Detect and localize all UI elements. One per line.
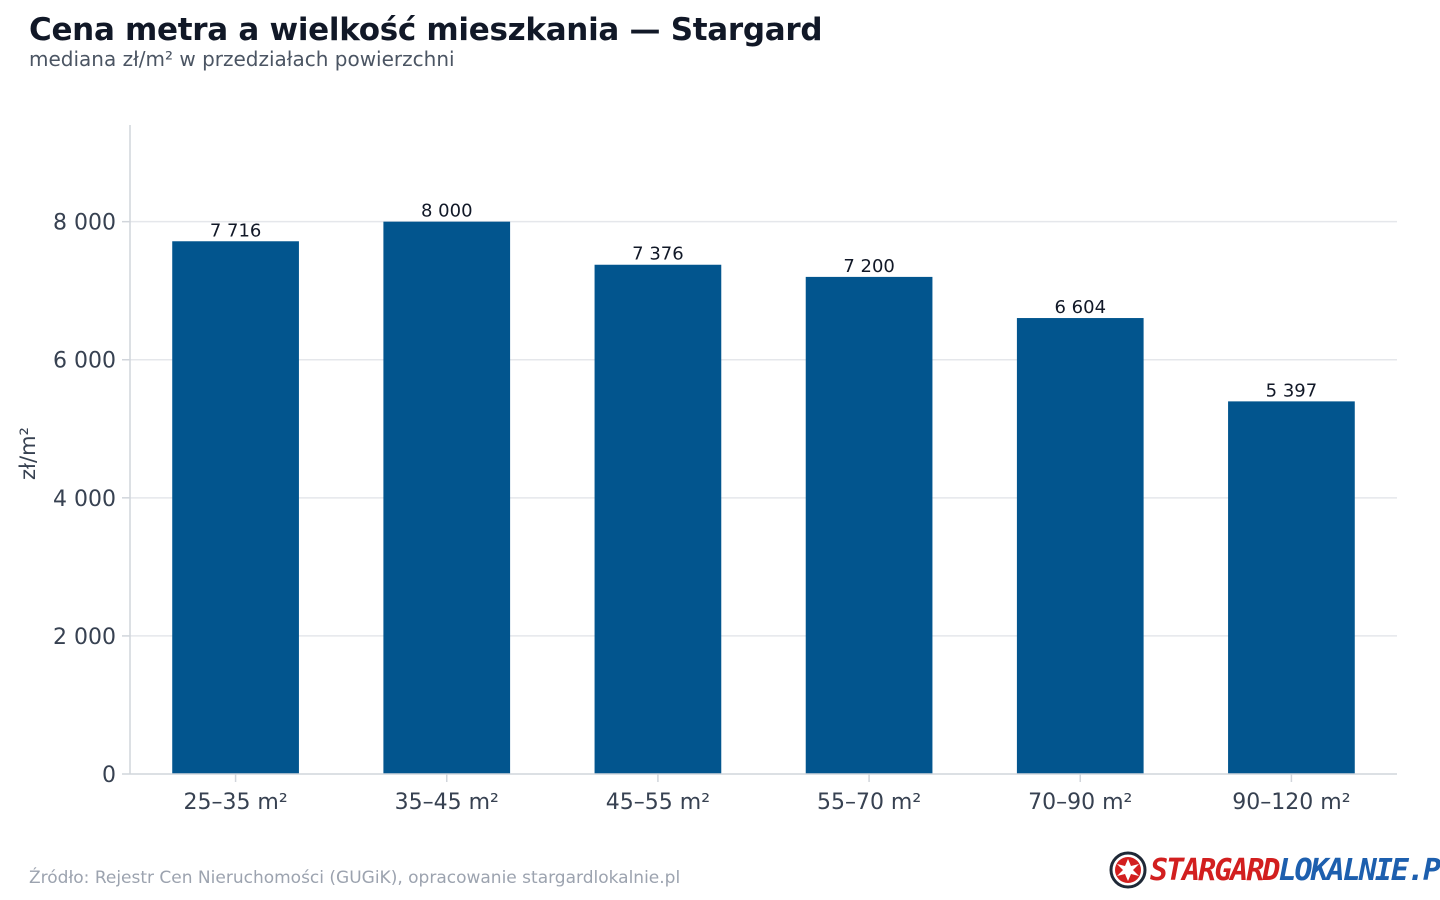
bar: [172, 241, 299, 775]
chart-title: Cena metra a wielkość mieszkania — Starg…: [29, 12, 823, 48]
x-tick-label: 45–55 m²: [606, 790, 710, 815]
bar: [594, 264, 722, 774]
bar-value-label: 7 716: [210, 220, 262, 241]
bar: [805, 276, 933, 774]
bar: [1228, 401, 1355, 774]
logo-wordmark: STARGARDLOKALNIE.PL: [1150, 853, 1440, 888]
bar: [1016, 318, 1144, 774]
y-tick-label: 2 000: [53, 625, 116, 650]
x-tick-label: 70–90 m²: [1028, 790, 1132, 815]
bar-value-label: 7 376: [632, 244, 684, 265]
y-axis-label: zł/m²: [16, 427, 40, 480]
y-tick-label: 4 000: [53, 487, 116, 512]
y-tick-label: 0: [102, 763, 116, 788]
source-note: Źródło: Rejestr Cen Nieruchomości (GUGiK…: [29, 868, 681, 888]
chart-subtitle: mediana zł/m² w przedziałach powierzchni: [29, 47, 455, 71]
bar: [383, 221, 511, 775]
x-tick-label: 90–120 m²: [1232, 790, 1350, 815]
eagle-emblem-icon: [1109, 851, 1147, 889]
y-tick-label: 8 000: [53, 211, 116, 236]
bar-value-label: 5 397: [1266, 380, 1318, 401]
x-tick-label: 35–45 m²: [395, 790, 499, 815]
bar-value-label: 6 604: [1054, 297, 1106, 318]
x-tick-label: 55–70 m²: [817, 790, 921, 815]
bar-value-label: 7 200: [843, 256, 895, 277]
x-tick-label: 25–35 m²: [183, 790, 287, 815]
bar-value-label: 8 000: [421, 201, 473, 222]
y-tick-label: 6 000: [53, 349, 116, 374]
site-logo[interactable]: STARGARDLOKALNIE.PL: [1108, 850, 1440, 890]
